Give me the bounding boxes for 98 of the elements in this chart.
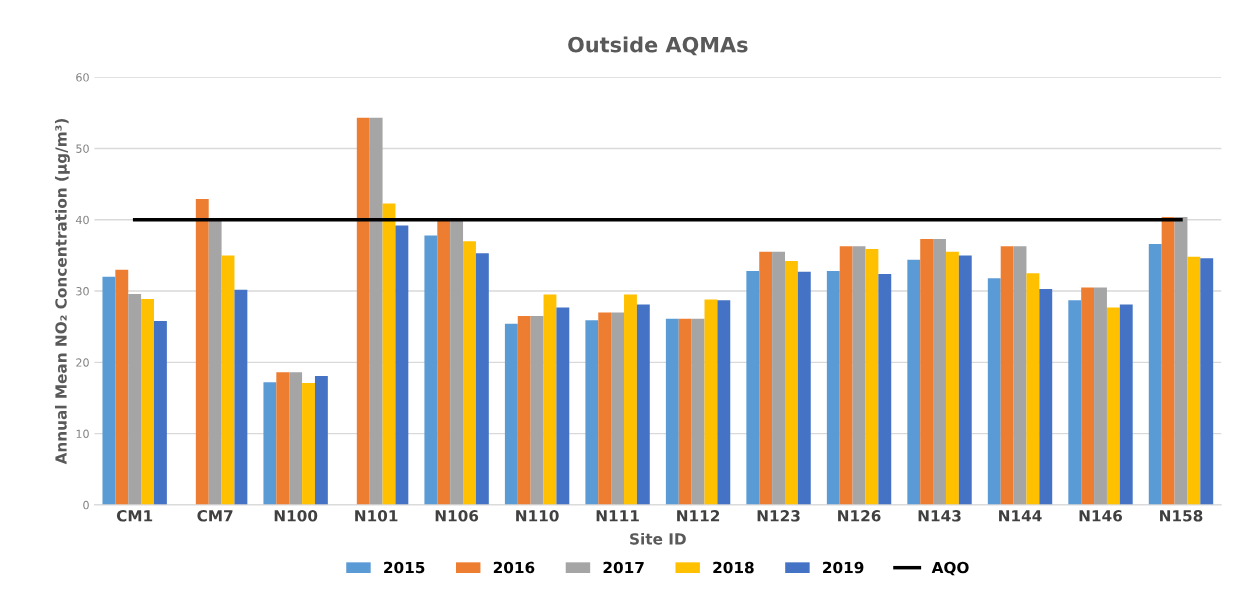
y-axis-title: Annual Mean NO₂ Concentration (µg/m³): [54, 118, 70, 465]
bar: [424, 235, 438, 505]
bar: [1187, 256, 1201, 505]
x-tick-label: N158: [1160, 510, 1203, 522]
y-tick-label: 60: [76, 73, 89, 82]
bar: [598, 312, 612, 505]
bar: [1106, 307, 1120, 505]
legend-label: 2017: [603, 561, 644, 574]
x-tick-label: N110: [516, 510, 559, 522]
bar: [920, 239, 934, 505]
bar: [611, 312, 625, 505]
bar: [208, 219, 222, 505]
y-tick-label: 50: [76, 144, 89, 153]
bar: [543, 294, 557, 505]
x-tick-label: N143: [918, 510, 961, 522]
bar: [1161, 216, 1175, 505]
x-tick-label: N106: [435, 510, 479, 522]
bar: [153, 321, 167, 505]
bar: [1000, 246, 1014, 505]
bar: [852, 246, 866, 505]
bar: [772, 251, 785, 505]
bar: [128, 293, 142, 505]
legend-label: AQO: [931, 561, 969, 576]
y-tick-label: 10: [76, 429, 89, 438]
bar: [826, 271, 840, 505]
x-tick-label: CM7: [197, 510, 233, 522]
bar: [437, 219, 451, 505]
legend-label: 2018: [713, 561, 754, 574]
bar: [987, 278, 1001, 505]
y-tick-label: 20: [76, 358, 89, 367]
bar: [1026, 273, 1040, 505]
bar: [1200, 258, 1214, 505]
bar: [1094, 287, 1107, 505]
bar: [636, 304, 650, 505]
bar: [517, 316, 531, 505]
bar: [665, 318, 679, 505]
bar: [115, 269, 129, 505]
bar: [797, 271, 811, 505]
bar: [746, 271, 760, 505]
bar: [933, 239, 946, 505]
bar: [945, 251, 959, 505]
bar: [221, 255, 235, 505]
chart-title: Outside AQMAs: [568, 36, 748, 56]
legend-label: 2016: [493, 561, 535, 574]
y-tick-label: 0: [83, 500, 89, 510]
bar: [504, 323, 518, 505]
bar: [234, 289, 248, 505]
x-axis-title: Site ID: [630, 532, 686, 545]
x-tick-label: N126: [838, 510, 881, 522]
x-tick-label: N123: [757, 510, 800, 522]
bar: [1068, 300, 1082, 505]
bar: [691, 318, 705, 505]
bar: [556, 307, 570, 505]
bar: [907, 259, 921, 505]
y-tick-label: 40: [75, 215, 89, 225]
x-tick-label: CM1: [116, 510, 153, 522]
bar: [839, 246, 853, 505]
bar: [1119, 304, 1133, 505]
bar: [530, 316, 544, 505]
bar: [958, 255, 972, 505]
bar: [463, 241, 476, 505]
x-tick-label: N100: [274, 510, 318, 522]
bar: [382, 203, 396, 505]
bar: [263, 382, 277, 505]
bar: [102, 276, 116, 505]
bar: [1148, 244, 1162, 505]
legend-label: 2015: [384, 561, 425, 574]
bar: [678, 318, 692, 505]
bar: [314, 375, 328, 505]
bar: [1013, 246, 1027, 505]
x-tick-label: N146: [1079, 510, 1123, 522]
bar: [759, 251, 773, 505]
x-tick-label: N144: [999, 510, 1042, 522]
bar: [369, 117, 383, 505]
bar: [624, 294, 637, 505]
bar: [1081, 287, 1095, 505]
bar: [785, 261, 798, 505]
bar: [276, 372, 290, 505]
x-tick-label: N112: [677, 510, 720, 522]
bar: [450, 219, 464, 505]
bar: [865, 249, 879, 505]
bar: [1039, 288, 1053, 505]
bar: [289, 372, 303, 505]
bar: [475, 253, 489, 505]
bar: [141, 298, 154, 505]
legend-label: 2019: [823, 561, 864, 574]
bar: [195, 199, 209, 505]
x-tick-label: N101: [355, 510, 398, 522]
bar: [717, 300, 731, 505]
x-tick-label: N111: [596, 510, 639, 522]
bar: [356, 117, 370, 505]
bar: [395, 225, 409, 505]
bar: [878, 273, 892, 505]
bar: [704, 299, 718, 505]
y-tick-label: 30: [76, 287, 89, 296]
bar: [585, 320, 599, 505]
bar: [1174, 216, 1188, 505]
bar: [302, 383, 315, 505]
